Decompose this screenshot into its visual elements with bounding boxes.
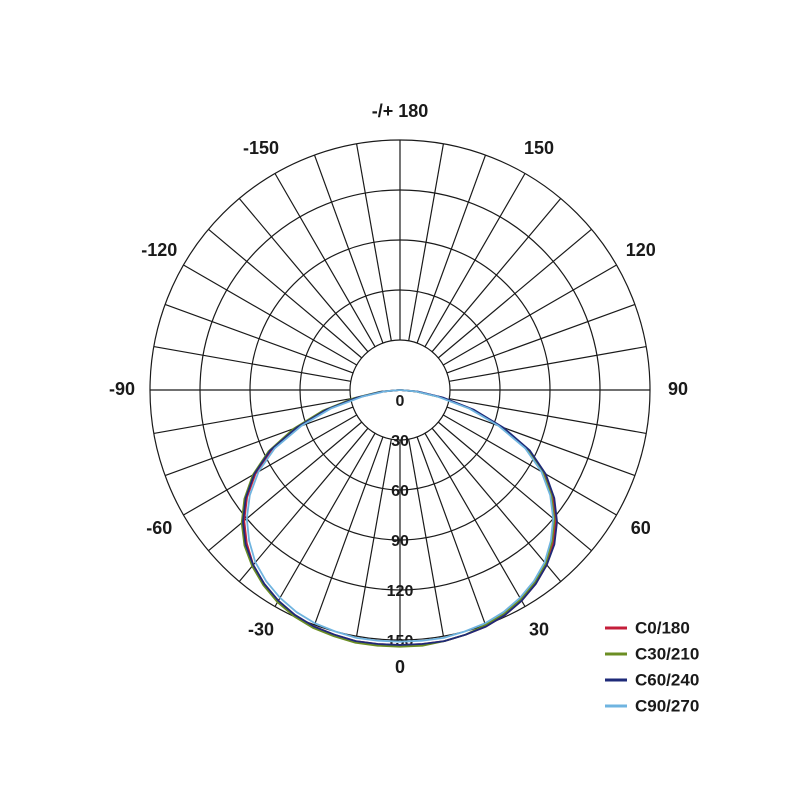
radial-label-0: 0 — [396, 393, 405, 410]
angle-label--150: -150 — [243, 138, 279, 158]
radial-label-90: 90 — [391, 533, 409, 550]
angle-label-90: 90 — [668, 379, 688, 399]
legend-label-C30-210: C30/210 — [635, 644, 699, 663]
angle-label--120: -120 — [141, 240, 177, 260]
radial-label-60: 60 — [391, 483, 409, 500]
angle-label--30: -30 — [248, 620, 274, 640]
angle-label-150: 150 — [524, 138, 554, 158]
angle-label-180: -/+ 180 — [372, 101, 429, 121]
angle-label-0: 0 — [395, 657, 405, 677]
legend: C0/180 C30/210 C60/240 C90/270 — [605, 618, 699, 715]
legend-label-C90-270: C90/270 — [635, 696, 699, 715]
angle-label--90: -90 — [109, 379, 135, 399]
angle-label--60: -60 — [146, 518, 172, 538]
angle-label-120: 120 — [626, 240, 656, 260]
angle-label-30: 30 — [529, 620, 549, 640]
legend-label-C60-240: C60/240 — [635, 670, 699, 689]
radial-label-30: 30 — [391, 433, 409, 450]
radial-label-120: 120 — [387, 583, 414, 600]
angle-label-60: 60 — [631, 518, 651, 538]
series-group — [242, 390, 557, 647]
legend-label-C0-180: C0/180 — [635, 618, 690, 637]
polar-light-distribution-chart: 0306090120150-/+ 180-150150-120120-9090-… — [0, 0, 800, 800]
